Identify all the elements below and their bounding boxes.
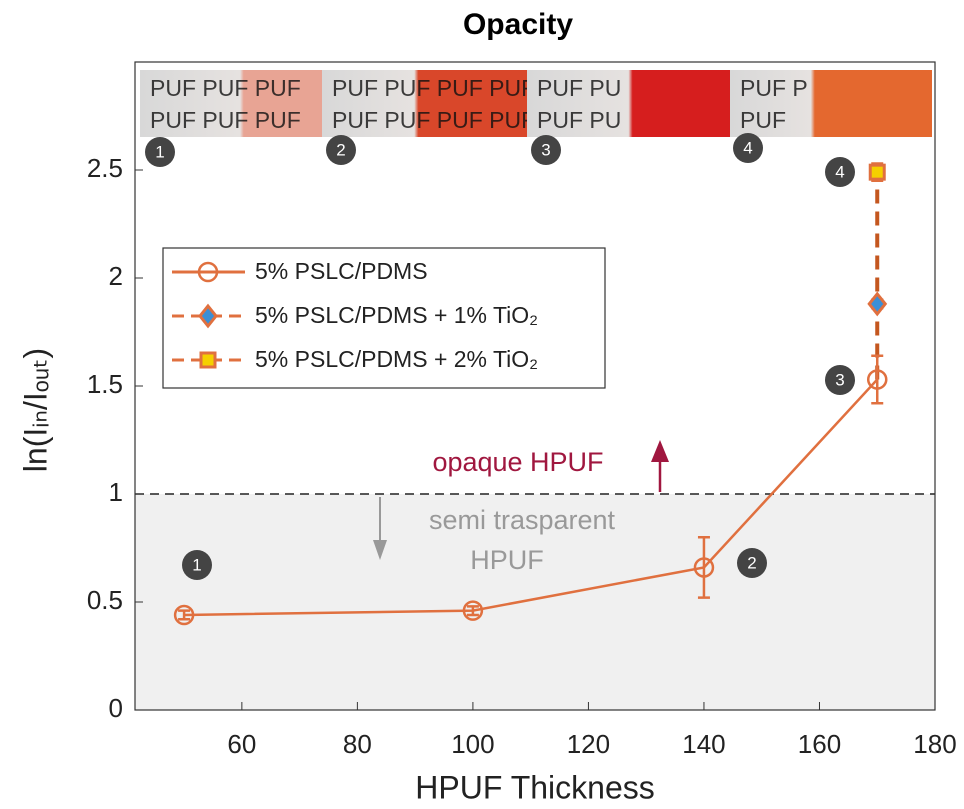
- badge-label: 2: [747, 553, 756, 572]
- y-tick-label: 2.5: [87, 153, 123, 183]
- legend-marker: [198, 303, 218, 329]
- series-line: [184, 378, 879, 617]
- badge: [737, 548, 767, 578]
- badge-label: 2: [336, 140, 345, 159]
- legend-marker: [199, 351, 217, 369]
- y-tick-label: 1: [109, 477, 123, 507]
- y-tick-label: 2: [109, 261, 123, 291]
- photo: [527, 70, 730, 137]
- x-tick-label: 140: [682, 729, 725, 759]
- badge: [182, 550, 212, 580]
- x-tick-label: 80: [343, 729, 372, 759]
- data-point: [866, 369, 888, 390]
- photo: [322, 70, 527, 137]
- badge: [733, 133, 763, 163]
- legend-label: 5% PSLC/PDMS: [255, 258, 428, 284]
- photo-text: PUF PUF PUF: [150, 107, 301, 133]
- legend-label: 5% PSLC/PDMS + 1% TiO₂: [255, 302, 538, 328]
- data-point: [693, 557, 715, 578]
- data-point: [868, 163, 886, 181]
- x-tick-label: 180: [913, 729, 956, 759]
- photo-text: PUF: [740, 107, 786, 133]
- y-tick-label: 0.5: [87, 585, 123, 615]
- badge: [825, 365, 855, 395]
- x-tick-label: 100: [451, 729, 494, 759]
- legend-label: 5% PSLC/PDMS + 2% TiO₂: [255, 346, 538, 372]
- badge-label: 3: [835, 370, 844, 389]
- annotation: semi trasparent: [429, 505, 616, 535]
- arrow-head: [651, 440, 669, 462]
- photo-text: PUF PU: [537, 75, 621, 101]
- error-bar: [466, 605, 479, 617]
- y-axis-label: ln(Iᵢₙ/Iₒᵤₜ): [17, 348, 53, 472]
- photo-text: PUF P: [740, 75, 808, 101]
- photo: [140, 70, 322, 137]
- badge: [145, 137, 175, 167]
- badge-label: 4: [835, 162, 844, 181]
- semi-transparent-region: [135, 494, 935, 710]
- legend-marker: [197, 261, 219, 283]
- badge-label: 3: [541, 140, 550, 159]
- photo-text: PUF PUF PUF PUF: [332, 75, 535, 101]
- chart-title: Opacity: [463, 8, 573, 41]
- annotation: HPUF: [470, 545, 544, 575]
- annotation: opaque HPUF: [432, 447, 603, 477]
- badge-label: 1: [155, 142, 164, 161]
- error-bar: [178, 609, 191, 621]
- data-point: [462, 600, 484, 621]
- badge: [326, 135, 356, 165]
- error-bar: [697, 535, 710, 599]
- badge: [825, 157, 855, 187]
- data-point: [867, 291, 888, 317]
- badge-label: 4: [743, 138, 752, 157]
- badge-label: 1: [192, 555, 201, 574]
- y-tick-label: 1.5: [87, 369, 123, 399]
- x-tick-label: 160: [798, 729, 841, 759]
- photo-text: PUF PUF PUF: [150, 75, 301, 101]
- badge: [531, 135, 561, 165]
- photo-text: PUF PUF PUF PUF: [332, 107, 535, 133]
- error-bar: [871, 354, 884, 405]
- photo: [730, 70, 932, 137]
- y-tick-label: 0: [109, 693, 123, 723]
- x-tick-label: 60: [227, 729, 256, 759]
- arrow-head: [373, 540, 387, 560]
- x-tick-label: 120: [567, 729, 610, 759]
- photo-text: PUF PU: [537, 107, 621, 133]
- data-point: [173, 604, 195, 626]
- x-axis-label: HPUF Thickness: [415, 769, 654, 805]
